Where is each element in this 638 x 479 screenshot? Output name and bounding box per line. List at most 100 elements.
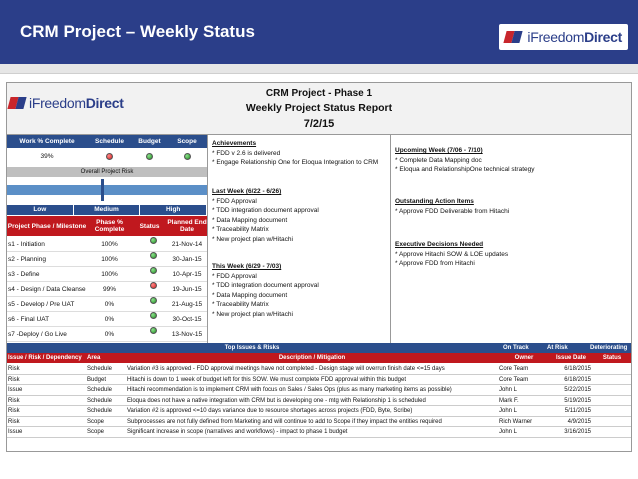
issue-row: Risk Budget Hitachi is down to 1 week of b… xyxy=(7,375,631,385)
issue-area: Schedule xyxy=(87,366,113,372)
issue-type: Risk xyxy=(8,397,20,404)
type-col-header: Issue / Risk / Dependency xyxy=(8,355,82,361)
issue-owner: Core Team xyxy=(499,366,529,372)
issue-owner: John L xyxy=(499,408,518,414)
achievement-item: * Engage Relationship One for Eloqua Int… xyxy=(212,159,379,166)
issue-type: Risk xyxy=(8,376,20,383)
milestone-name: s6 - Final UAT xyxy=(8,316,50,323)
milestone-row: s5 - Develop / Pre UAT 0% 21-Aug-15 xyxy=(7,297,207,312)
upcoming-item: * Complete Data Mapping doc xyxy=(395,156,482,164)
upcoming-week-heading: Upcoming Week (7/06 - 7/10) xyxy=(395,147,483,154)
last-week-item: * New project plan w/Hitachi xyxy=(212,235,293,243)
status-col-header: Status xyxy=(132,216,167,236)
issue-description: Subprocesses are not fully defined from … xyxy=(127,418,442,425)
area-col-header: Area xyxy=(87,355,101,361)
milestone-row: s6 - Final UAT 0% 30-Oct-15 xyxy=(7,312,207,327)
issue-area: Schedule xyxy=(87,387,113,393)
last-week-item: * Traceability Matrix xyxy=(212,226,269,233)
issue-date: 3/16/2015 xyxy=(564,429,591,435)
issue-description: Variation #3 is approved - FDD approval … xyxy=(127,366,445,372)
milestone-pct: 0% xyxy=(104,316,115,323)
milestone-date: 19-Jun-15 xyxy=(172,286,202,293)
achievements-heading: Achievements xyxy=(212,140,257,147)
issue-row: Risk Schedule Eloqua does not have a nativ… xyxy=(7,396,631,406)
schedule-status-icon xyxy=(106,152,113,160)
report-subtitle: Weekly Project Status Report xyxy=(245,102,393,114)
risk-level-medium: Medium xyxy=(73,205,141,215)
issue-description: Hitachi recommendation is to implement C… xyxy=(127,387,452,393)
milestone-row: s4 - Design / Data Cleanse 99% 19-Jun-15 xyxy=(7,282,207,297)
upcoming-week-section: Upcoming Week (7/06 - 7/10) * Complete D… xyxy=(395,146,625,175)
action-item: * Approve FDD Deliverable from Hitachi xyxy=(395,207,510,215)
issue-date: 5/22/2015 xyxy=(564,387,591,393)
issue-type: Risk xyxy=(8,418,20,425)
issue-description: Variation #2 is approved <=10 days varia… xyxy=(127,408,413,414)
milestone-pct: 100% xyxy=(101,256,118,263)
report-logo-text: iFreedomDirect xyxy=(29,95,124,111)
milestone-date: 10-Apr-15 xyxy=(172,271,202,278)
this-week-heading: This Week (6/29 - 7/03) xyxy=(212,263,282,270)
work-complete-header: Work % Complete xyxy=(7,135,87,148)
schedule-status xyxy=(87,149,132,165)
header-logo-text: iFreedomDirect xyxy=(527,29,622,45)
column-divider xyxy=(207,135,208,343)
end-date-col-header: Planned End Date xyxy=(167,216,207,236)
issue-row: Risk Schedule Variation #3 is approved - F… xyxy=(7,364,631,375)
decision-item: * Approve Hitachi SOW & LOE updates xyxy=(395,250,509,258)
budget-status xyxy=(132,149,167,165)
milestone-name: s3 - Define xyxy=(8,271,40,278)
status-dot-icon xyxy=(149,267,157,274)
risk-gauge xyxy=(7,179,207,203)
top-issues-column-header: Issue / Risk / Dependency Area Descripti… xyxy=(7,353,631,363)
phase-pct-col-header: Phase % Complete xyxy=(87,216,132,236)
issue-date: 5/11/2015 xyxy=(564,408,591,414)
issue-owner: John L xyxy=(499,387,518,393)
logo-mark-icon xyxy=(503,29,523,45)
status-dot-icon xyxy=(149,282,157,289)
milestone-date: 21-Nov-14 xyxy=(171,241,203,248)
this-week-item: * FDD Approval xyxy=(212,272,257,280)
milestone-col-header: Project Phase / Milestone xyxy=(7,216,87,236)
slide-header: CRM Project – Weekly Status iFreedomDire… xyxy=(0,0,638,64)
header-logo: iFreedomDirect xyxy=(499,24,628,50)
milestone-row: s3 - Define 100% 10-Apr-15 xyxy=(7,267,207,282)
column-divider xyxy=(390,135,391,343)
milestone-name: s7 -Deploy / Go Live xyxy=(8,331,67,338)
description-col-header: Description / Mitigation xyxy=(278,355,346,361)
status-dot-icon xyxy=(149,252,157,259)
report-title: CRM Project - Phase 1 xyxy=(265,88,373,99)
milestone-row: s1 - Initiation 100% 21-Nov-14 xyxy=(7,237,207,252)
decisions-section: Executive Decisions Needed * Approve Hit… xyxy=(395,240,625,269)
milestone-name: s1 - Initiation xyxy=(8,241,45,248)
action-items-heading: Outstanding Action Items xyxy=(395,198,474,205)
top-issues-header: Top Issues & Risks On Track At Risk Dete… xyxy=(7,343,631,353)
milestone-pct: 0% xyxy=(104,301,115,308)
issue-owner: Rich Warner xyxy=(499,418,533,425)
last-week-item: * TDD integration document approval xyxy=(212,207,319,214)
issue-date: 6/18/2015 xyxy=(564,366,591,372)
report-logo: iFreedomDirect xyxy=(7,95,124,111)
decisions-heading: Executive Decisions Needed xyxy=(395,241,484,248)
legend-on-track: On Track xyxy=(503,345,529,351)
risk-gauge-marker xyxy=(101,179,104,201)
milestone-date: 21-Aug-15 xyxy=(171,301,203,308)
status-dot-icon xyxy=(149,297,157,304)
top-issues-title: Top Issues & Risks xyxy=(224,345,280,351)
issue-area: Scope xyxy=(87,418,105,425)
scope-status xyxy=(167,149,207,165)
header-separator xyxy=(0,64,638,74)
decision-item: * Approve FDD from Hitachi xyxy=(395,260,475,267)
achievement-item: * FDD v 2.6 is delivered xyxy=(212,149,281,157)
this-week-item: * Traceability Matrix xyxy=(212,301,269,308)
milestone-date: 13-Nov-15 xyxy=(171,331,203,338)
last-week-heading: Last Week (6/22 - 6/26) xyxy=(212,188,282,195)
report-header: iFreedomDirect CRM Project - Phase 1 Wee… xyxy=(7,83,631,135)
slide-title: CRM Project – Weekly Status xyxy=(20,22,255,41)
milestone-date: 30-Jan-15 xyxy=(172,256,202,263)
status-dot-icon xyxy=(149,237,157,244)
status-dot-icon xyxy=(149,312,157,319)
issue-date-col-header: Issue Date xyxy=(555,355,586,361)
milestone-name: s2 - Planning xyxy=(8,256,46,263)
milestone-pct: 100% xyxy=(101,241,118,248)
upcoming-item: * Eloqua and RelationshipOne technical s… xyxy=(395,166,535,173)
